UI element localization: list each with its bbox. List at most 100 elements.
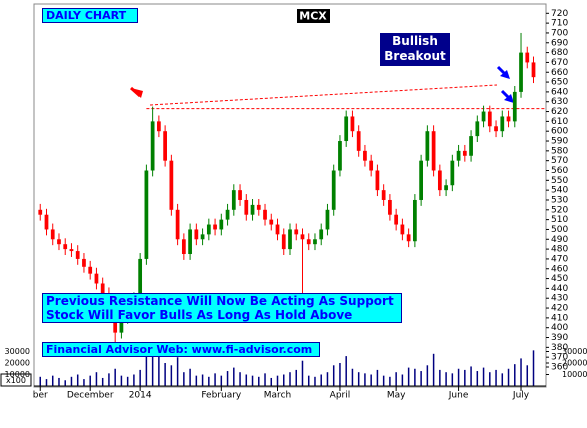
volume-bar <box>176 357 179 386</box>
volume-bar <box>133 374 135 386</box>
volume-bar <box>208 376 210 386</box>
volume-tick-label: 30000 <box>5 347 30 356</box>
candle-body <box>175 209 180 240</box>
candle-body <box>494 126 498 132</box>
volume-bar <box>201 374 204 386</box>
candle-body <box>281 234 286 250</box>
volume-bar <box>189 368 191 386</box>
y-tick-label: 450 <box>551 274 568 284</box>
candle-body <box>525 52 530 63</box>
volume-bar <box>264 373 266 386</box>
volume-bar <box>501 373 504 386</box>
y-tick-label: 680 <box>551 48 568 58</box>
candle-body <box>200 234 205 240</box>
candle-body <box>263 209 267 220</box>
y-tick-label: 560 <box>551 166 568 176</box>
chart-title: MCX <box>299 10 327 23</box>
candle-body <box>450 160 455 186</box>
candle-body <box>394 214 399 225</box>
y-tick-label: 720 <box>551 9 568 19</box>
volume-bar <box>101 377 104 386</box>
y-tick-label: 530 <box>551 195 568 205</box>
volume-bar <box>326 372 329 386</box>
candle-body <box>469 136 473 156</box>
x-tick-label: June <box>448 391 469 401</box>
candle-body <box>157 121 161 132</box>
volume-bar <box>320 374 322 386</box>
volume-bar <box>258 376 260 386</box>
candle-body <box>44 214 49 230</box>
y-tick-label: 460 <box>551 264 568 274</box>
annotation: Financial Advisor Web: www.fi-advisor.co… <box>42 342 320 357</box>
candle-body <box>406 234 411 242</box>
volume-bar <box>76 374 79 386</box>
candle-body <box>181 239 186 255</box>
volume-bar <box>83 379 85 386</box>
candle-body <box>475 121 480 137</box>
candle-body <box>144 170 149 259</box>
candle-body <box>294 229 299 235</box>
candle-body <box>519 52 523 92</box>
y-tick-label: 630 <box>551 97 568 107</box>
candle-body <box>350 116 355 132</box>
y-tick-label: 420 <box>551 304 568 314</box>
y-tick-label: 470 <box>551 254 568 264</box>
candle-body <box>213 224 217 230</box>
candle-body <box>300 234 305 240</box>
trend-line <box>149 84 498 106</box>
y-tick-label: 710 <box>551 19 568 29</box>
candle-body <box>63 244 68 250</box>
volume-bar <box>307 375 310 386</box>
y-tick-label: 400 <box>551 323 568 333</box>
volume-bar <box>520 358 522 386</box>
volume-bar <box>489 372 491 386</box>
candle-body <box>344 116 349 142</box>
annotation: Stock Will Favor Bulls As Long As Hold A… <box>46 308 353 322</box>
volume-bar <box>145 351 148 386</box>
annotation: Bullish Breakout <box>380 33 450 66</box>
volume-bar <box>220 375 223 386</box>
volume-bar <box>245 374 248 386</box>
y-tick-label: 540 <box>551 186 568 196</box>
volume-tick-label: 10000 <box>5 370 30 379</box>
volume-bar <box>357 372 360 386</box>
volume-bar <box>233 367 235 386</box>
volume-bar <box>395 372 397 386</box>
volume-bar <box>39 376 41 386</box>
volume-bar <box>407 367 410 386</box>
volume-bar <box>70 376 73 386</box>
y-tick-label: 490 <box>551 235 568 245</box>
volume-bar <box>420 371 422 386</box>
volume-bar <box>451 373 454 386</box>
y-tick-label: 370 <box>551 353 568 363</box>
volume-bar <box>95 372 98 386</box>
volume-bar <box>507 368 510 386</box>
y-tick-label: 580 <box>551 146 568 156</box>
volume-bar <box>58 377 60 386</box>
y-tick-label: 390 <box>551 333 568 343</box>
candle-body <box>500 116 505 132</box>
arrow <box>500 70 510 79</box>
candle-body <box>88 266 93 274</box>
volume-bar <box>382 375 385 386</box>
y-tick-label: 550 <box>551 176 568 186</box>
volume-bar <box>482 367 485 386</box>
x-tick-label: ber <box>33 391 48 401</box>
candle-body <box>462 150 467 156</box>
candle-body <box>225 209 230 220</box>
volume-bar <box>439 369 441 386</box>
volume-bar <box>114 368 116 386</box>
y-tick-label: 690 <box>551 38 568 48</box>
y-tick-label: 700 <box>551 28 568 38</box>
candle-body <box>275 224 280 235</box>
volume-tick-label: 20000 <box>5 359 30 368</box>
annotation: Previous Resistance Will Now Be Acting A… <box>46 294 394 308</box>
volume-bar <box>532 350 535 386</box>
y-tick-label: 520 <box>551 205 568 215</box>
volume-bar <box>301 360 304 386</box>
y-tick-label: 590 <box>551 137 568 147</box>
volume-bar <box>351 368 354 386</box>
candle-body <box>363 150 367 161</box>
volume-bar <box>170 365 173 386</box>
